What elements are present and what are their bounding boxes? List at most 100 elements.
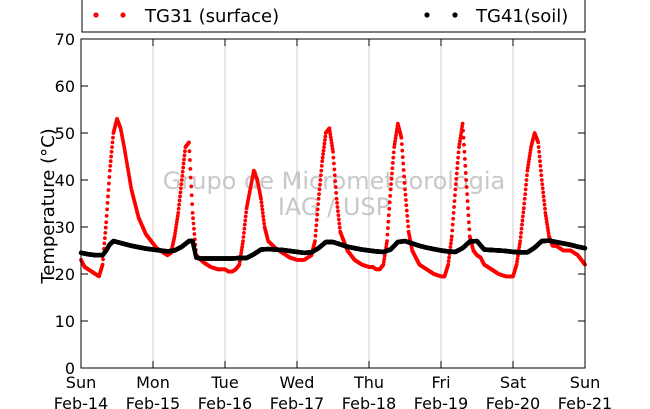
surface-point bbox=[180, 173, 185, 178]
surface-point bbox=[386, 213, 391, 218]
surface-point bbox=[101, 257, 105, 262]
surface-point bbox=[526, 162, 531, 167]
surface-point bbox=[332, 167, 337, 172]
surface-point bbox=[449, 241, 453, 246]
surface-point bbox=[520, 218, 525, 223]
surface-point bbox=[456, 150, 461, 155]
surface-point bbox=[384, 242, 389, 246]
surface-point bbox=[463, 164, 468, 168]
surface-point bbox=[240, 245, 245, 249]
legend-marker-soil bbox=[452, 12, 458, 18]
surface-point bbox=[336, 213, 341, 218]
surface-point bbox=[536, 140, 541, 145]
surface-point bbox=[401, 168, 406, 172]
grid bbox=[152, 39, 514, 368]
surface-point bbox=[315, 207, 320, 212]
surface-point bbox=[384, 245, 388, 249]
surface-point bbox=[403, 192, 408, 197]
surface-point bbox=[544, 219, 549, 224]
surface-point bbox=[460, 121, 465, 126]
surface-point bbox=[520, 222, 524, 227]
surface-point bbox=[537, 149, 541, 154]
surface-point bbox=[243, 214, 248, 219]
surface-point bbox=[446, 259, 451, 263]
surface-point bbox=[259, 200, 264, 205]
surface-point bbox=[540, 182, 545, 187]
surface-point bbox=[329, 138, 334, 142]
surface-point bbox=[538, 159, 542, 164]
surface-point bbox=[541, 190, 546, 195]
surface-point bbox=[394, 130, 399, 135]
surface-point bbox=[177, 202, 182, 207]
surface-point bbox=[400, 148, 405, 153]
surface-point bbox=[448, 245, 453, 249]
surface-point bbox=[191, 216, 195, 221]
surface-point bbox=[394, 133, 398, 138]
surface-point bbox=[515, 259, 519, 264]
surface-point bbox=[174, 225, 178, 230]
surface-point bbox=[262, 221, 267, 226]
surface-point bbox=[388, 193, 393, 198]
surface-point bbox=[524, 178, 529, 182]
surface-point bbox=[458, 139, 462, 144]
x-tick-label-day: Sat bbox=[500, 373, 526, 392]
surface-point bbox=[328, 135, 333, 140]
x-tick-label-day: Mon bbox=[136, 373, 170, 392]
surface-point bbox=[546, 228, 550, 233]
surface-point bbox=[178, 190, 183, 195]
surface-point bbox=[390, 161, 395, 165]
surface-point bbox=[539, 168, 543, 173]
x-tick-label-date: Feb-18 bbox=[342, 394, 396, 409]
surface-point bbox=[465, 199, 470, 204]
surface-point bbox=[239, 248, 244, 252]
legend-marker-surface bbox=[93, 12, 99, 18]
surface-point bbox=[321, 148, 326, 153]
surface-point bbox=[453, 182, 458, 187]
surface-point bbox=[181, 161, 186, 166]
surface-point bbox=[102, 236, 107, 241]
surface-point bbox=[543, 206, 547, 211]
surface-point bbox=[237, 259, 242, 264]
surface-point bbox=[333, 179, 338, 184]
surface-point bbox=[519, 226, 524, 231]
surface-point bbox=[330, 146, 335, 151]
surface-point bbox=[105, 207, 109, 212]
surface-point bbox=[516, 253, 520, 258]
surface-point bbox=[331, 155, 336, 160]
surface-point bbox=[542, 198, 546, 203]
surface-point bbox=[457, 142, 462, 147]
surface-point bbox=[333, 185, 338, 189]
surface-point bbox=[385, 232, 390, 237]
surface-point bbox=[391, 155, 396, 160]
surface-point bbox=[457, 145, 461, 150]
x-tick-label-date: Feb-16 bbox=[198, 394, 252, 409]
surface-point bbox=[539, 173, 544, 178]
x-tick-label-date: Feb-19 bbox=[414, 394, 468, 409]
surface-point bbox=[389, 176, 394, 181]
surface-point bbox=[399, 142, 404, 147]
surface-point bbox=[525, 165, 530, 170]
surface-point bbox=[381, 259, 386, 264]
legend-frame bbox=[81, 0, 586, 33]
surface-point bbox=[103, 225, 108, 230]
surface-point bbox=[451, 211, 456, 215]
y-tick-label: 70 bbox=[55, 30, 75, 49]
x-tick-label-day: Sun bbox=[570, 373, 600, 392]
y-tick-label: 0 bbox=[65, 359, 75, 378]
surface-point bbox=[174, 222, 179, 227]
surface-point bbox=[316, 196, 321, 201]
surface-point bbox=[405, 213, 410, 218]
surface-point bbox=[242, 226, 247, 231]
surface-point bbox=[329, 141, 334, 145]
surface-point bbox=[386, 219, 391, 224]
surface-point bbox=[523, 187, 528, 192]
surface-point bbox=[104, 213, 109, 218]
y-axis-title: Temperature (°C) bbox=[38, 128, 59, 284]
surface-point bbox=[188, 158, 192, 162]
surface-point bbox=[102, 241, 107, 246]
surface-point bbox=[464, 185, 469, 189]
y-tick-label: 40 bbox=[55, 171, 75, 190]
surface-point bbox=[314, 228, 318, 233]
surface-point bbox=[389, 182, 393, 187]
surface-point bbox=[536, 145, 541, 150]
